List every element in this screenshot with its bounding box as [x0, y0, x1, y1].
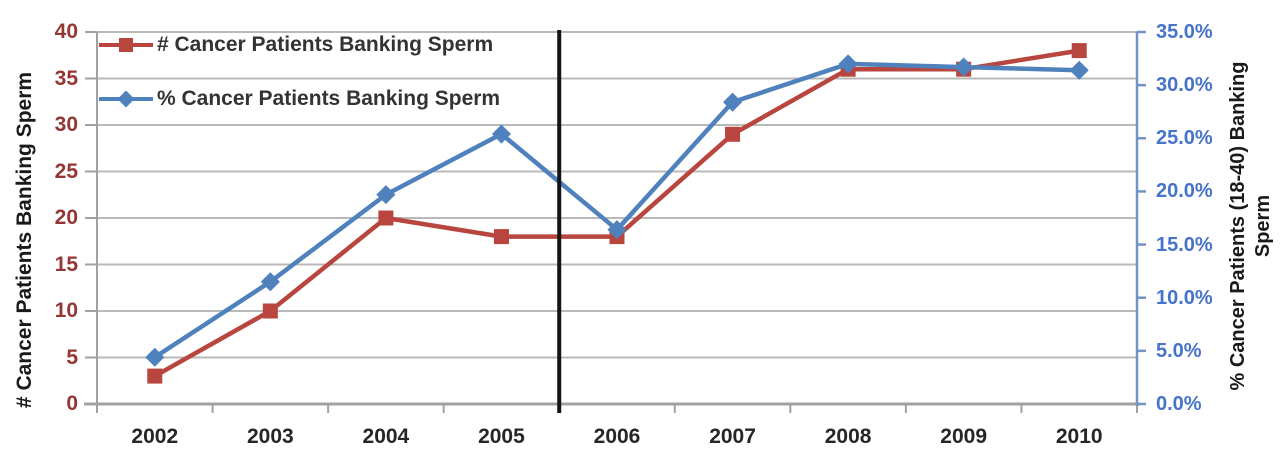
right-axis-tick-label: 0.0%: [1156, 393, 1202, 415]
left-axis-tick-label: 0: [66, 392, 78, 415]
right-axis-tick-label: 30.0%: [1156, 74, 1213, 97]
left-axis-tick-label: 20: [54, 206, 78, 229]
x-axis-year-label: 2003: [246, 425, 294, 448]
x-axis-year-label: 2002: [131, 425, 179, 448]
data-point-square: [725, 126, 741, 142]
data-point-diamond: [145, 347, 165, 367]
data-point-diamond: [491, 124, 511, 144]
right-axis-title-line2: Sperm: [1252, 194, 1274, 258]
data-point-square: [262, 303, 278, 319]
right-axis-tick-label: 25.0%: [1156, 127, 1213, 150]
data-point-diamond: [260, 272, 280, 292]
data-point-diamond: [954, 57, 974, 77]
legend-label: % Cancer Patients Banking Sperm: [157, 87, 501, 110]
data-point-diamond: [1069, 60, 1089, 80]
legend-diamond-marker-icon: [99, 84, 153, 114]
legend-item-num-patients: # Cancer Patients Banking Sperm: [99, 30, 500, 60]
left-axis-tick-label: 5: [66, 345, 78, 369]
right-axis-tick-label: 20.0%: [1156, 180, 1213, 203]
x-axis-year-label: 2006: [593, 425, 641, 448]
legend-label: # Cancer Patients Banking Sperm: [157, 33, 494, 56]
data-point-square: [493, 229, 509, 245]
left-axis-tick-label: 30: [54, 113, 78, 136]
data-point-diamond: [838, 54, 858, 74]
x-axis-year-label: 2009: [940, 425, 988, 448]
right-axis-tick-label: 15.0%: [1156, 233, 1213, 256]
right-axis-tick-label: 10.0%: [1156, 286, 1213, 309]
right-axis-tick-label: 35.0%: [1156, 21, 1213, 43]
data-point-diamond: [723, 92, 743, 112]
x-axis-year-label: 2007: [709, 425, 756, 448]
left-axis-tick-label: 35: [54, 66, 78, 90]
x-axis-year-label: 2008: [824, 425, 872, 448]
left-axis-tick-label: 40: [54, 20, 78, 43]
left-axis-tick-label: 15: [54, 252, 78, 276]
x-axis-year-label: 2005: [478, 425, 525, 448]
left-axis-tick-label: 10: [54, 299, 78, 322]
data-point-square: [1071, 43, 1087, 59]
data-point-diamond: [607, 220, 627, 240]
data-point-diamond: [376, 185, 396, 205]
legend-square-marker-icon: [99, 30, 153, 60]
x-axis-year-label: 2004: [362, 425, 410, 448]
legend-item-pct-patients: % Cancer Patients Banking Sperm: [99, 84, 500, 114]
data-point-square: [147, 368, 163, 384]
right-axis-tick-label: 5.0%: [1156, 339, 1202, 362]
left-axis-tick-label: 25: [54, 159, 78, 183]
data-point-square: [378, 210, 394, 226]
legend: # Cancer Patients Banking Sperm % Cancer…: [99, 30, 500, 138]
x-axis-year-label: 2010: [1055, 425, 1103, 448]
